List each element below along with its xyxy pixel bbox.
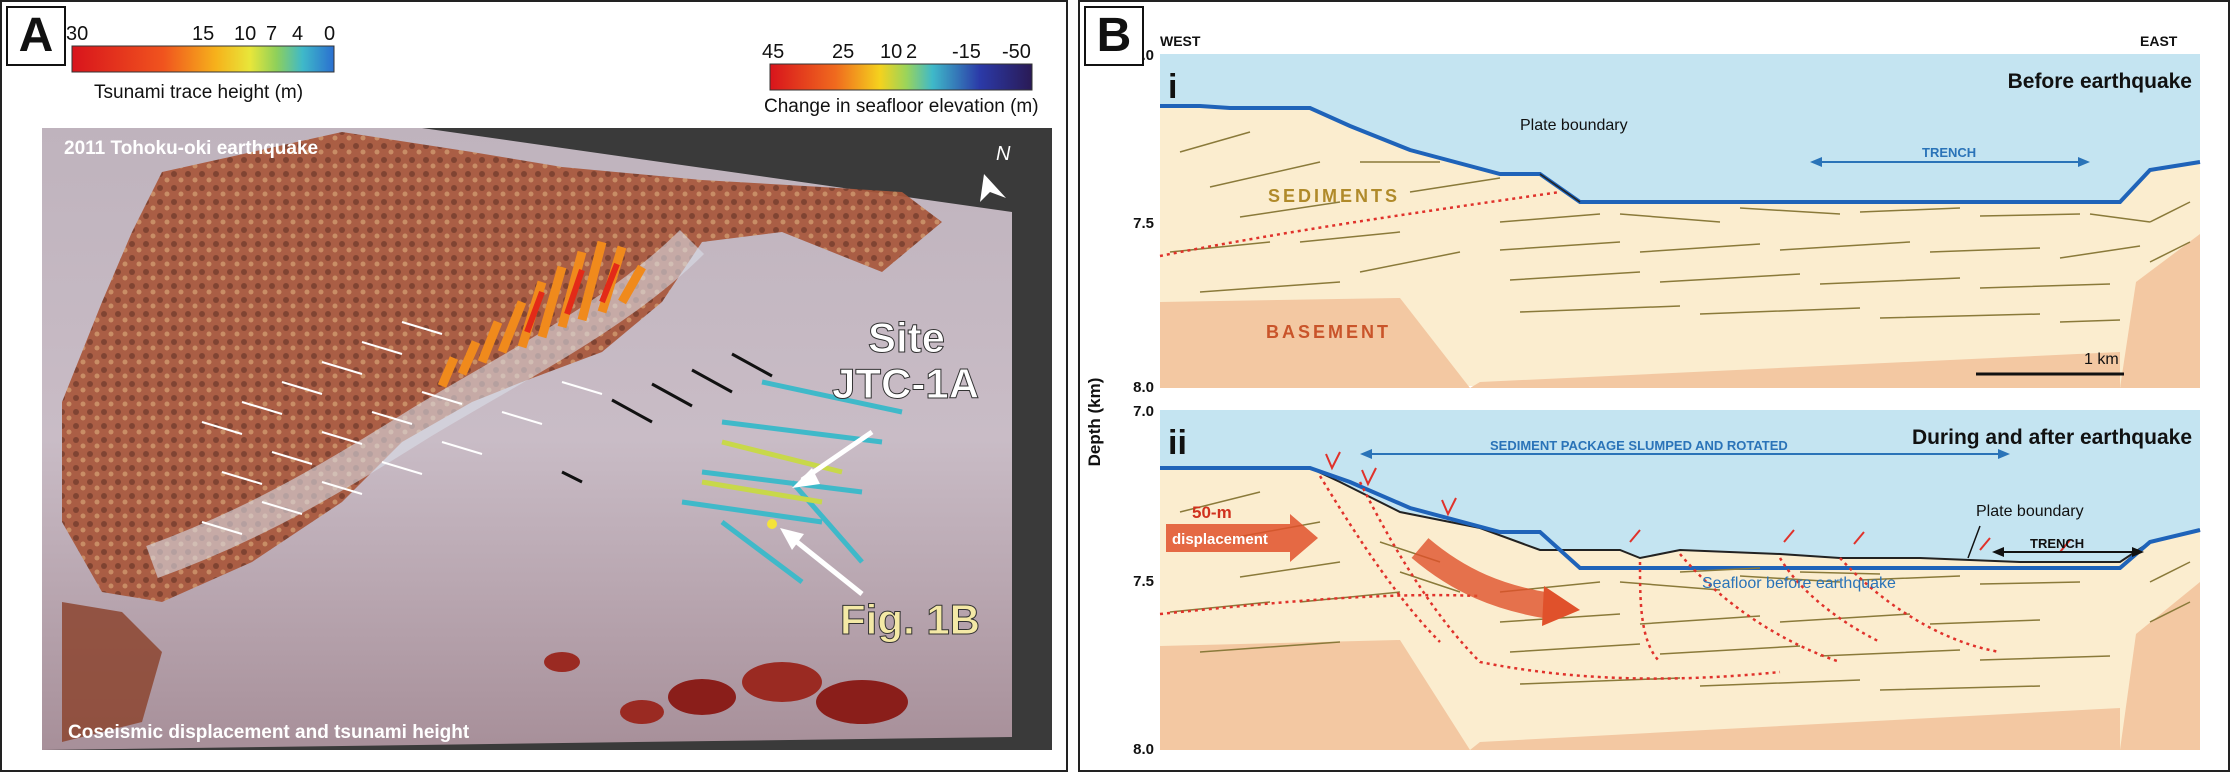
fault-tips-after — [1325, 451, 2071, 553]
sub-i-plate-boundary: Plate boundary — [1520, 117, 1628, 134]
scale-bar-label: 1 km — [2084, 351, 2119, 368]
map-caption: Coseismic displacement and tsunami heigh… — [68, 722, 470, 743]
fig-1b-label: Fig. 1B — [840, 596, 980, 643]
trench-arrow-left-ii — [1992, 547, 2004, 557]
tsunami-scale: 30 15 10 7 4 0 Tsunami trace height (m) — [66, 23, 335, 103]
panel-a-figure: 30 15 10 7 4 0 Tsunami trace height (m) … — [42, 23, 1052, 750]
fig-arrow-line — [790, 536, 864, 596]
slump-label: SEDIMENT PACKAGE SLUMPED AND ROTATED — [1490, 438, 1788, 453]
sub-i-roman: i — [1168, 68, 1177, 106]
west-label: WEST — [1160, 33, 1201, 49]
panel-a: A — [0, 0, 1068, 772]
tsunami-tick-0: 0 — [324, 23, 335, 45]
sub-ii-trench: TRENCH — [2030, 536, 2084, 551]
sub-i-y-bot: 8.0 — [1133, 379, 1154, 396]
north-arrow: N — [980, 143, 1011, 202]
callout-arrows — [780, 429, 874, 596]
sub-ii-y-mid: 7.5 — [1133, 573, 1154, 590]
displacement-label-1: 50-m — [1192, 503, 1232, 522]
panel-b: B WEST EAST Depth (km) i Before earthqua… — [1078, 0, 2230, 772]
panel-a-letter: A — [6, 6, 66, 66]
tsunami-tick-15: 15 — [192, 23, 214, 45]
sub-ii-plate-boundary: Plate boundary — [1976, 503, 2084, 520]
tsunami-tick-30: 30 — [66, 23, 88, 45]
seafloor-after — [1160, 467, 2201, 563]
trench-arrow-right-ii — [2132, 547, 2144, 557]
sub-ii-y-bot: 8.0 — [1133, 741, 1154, 758]
sub-i-y-mid: 7.5 — [1133, 215, 1154, 232]
displacement-vectors — [201, 321, 603, 535]
seafloor-tick-10: 10 — [880, 41, 902, 63]
fault-before — [1159, 190, 1561, 258]
sub-ii-y-top: 7.0 — [1133, 403, 1154, 420]
site-label-line2: JTC-1A — [832, 360, 979, 407]
slump-arrow-left — [1360, 449, 1372, 459]
seamount-4 — [620, 700, 664, 724]
tsunami-scale-label: Tsunami trace height (m) — [94, 82, 303, 103]
displacement-label-2: displacement — [1172, 531, 1268, 548]
tsunami-height-peaks — [524, 262, 620, 334]
seamount-2 — [742, 662, 822, 702]
slump-arrow-right — [1998, 449, 2010, 459]
fig-arrow-head — [780, 528, 804, 550]
seafloor-before-label: Seafloor before earthquake — [1702, 575, 1896, 592]
basement-before-right — [2120, 234, 2200, 388]
site-label-line1: Site — [868, 314, 945, 361]
basement-after-right — [2120, 582, 2200, 750]
site-marker — [767, 519, 777, 529]
seamount-5 — [544, 652, 580, 672]
seafloor-scale-bar — [769, 63, 1033, 91]
plate-boundary-tick-i — [1539, 173, 1581, 203]
sediment-layers-before — [1169, 131, 2191, 323]
section-after — [1159, 410, 2201, 750]
sediment-layers-after — [1169, 491, 2191, 691]
sub-ii-title: During and after earthquake — [1912, 426, 2192, 449]
trench-arrow-left-i — [1810, 157, 1822, 167]
tsunami-tick-4: 4 — [292, 23, 303, 45]
basement-before-bottom — [1470, 352, 2120, 388]
seamount-3 — [816, 680, 908, 724]
seamount-1 — [668, 679, 736, 715]
rotation-arrow-head — [1542, 586, 1580, 626]
basement-before-left — [1160, 298, 1470, 388]
map-title: 2011 Tohoku-oki earthquake — [64, 138, 318, 159]
north-label: N — [996, 143, 1011, 165]
plate-boundary-pointer-ii — [1967, 525, 1981, 559]
seafloor-scale-label: Change in seafloor elevation (m) — [764, 96, 1039, 117]
basement-label: BASEMENT — [1266, 322, 1391, 342]
seafloor-scale: 45 25 10 2 -15 -50 Change in seafloor el… — [762, 41, 1039, 117]
sub-i-trench: TRENCH — [1922, 145, 1976, 160]
seafloor-tick-25: 25 — [832, 41, 854, 63]
site-arrow-head — [792, 468, 820, 488]
depth-axis-label: Depth (km) — [1085, 378, 1104, 467]
section-before — [1159, 54, 2201, 388]
survey-lines-cyan — [681, 379, 903, 584]
sediments-label: SEDIMENTS — [1268, 186, 1400, 206]
seafloor-before — [1160, 104, 2201, 204]
offshore-vectors — [561, 352, 773, 484]
tsunami-tick-10: 10 — [234, 23, 256, 45]
faults-after — [1159, 475, 2001, 680]
basement-after-bottom — [1470, 708, 2120, 750]
tsunami-tick-7: 7 — [266, 23, 277, 45]
east-label: EAST — [2140, 33, 2178, 49]
rotation-arrow-body — [1411, 538, 1553, 619]
trench-arrow-right-i — [2078, 157, 2090, 167]
displacement-arrow — [1166, 514, 1318, 562]
tsunami-scale-bar — [71, 45, 335, 73]
relief-map — [42, 128, 1052, 750]
basement-after-left — [1160, 640, 1470, 750]
panel-b-letter: B — [1084, 6, 1144, 66]
continental-shelf — [146, 229, 705, 578]
seafloor-tick-45: 45 — [762, 41, 784, 63]
seafloor-tick-minus50: -50 — [1002, 41, 1031, 63]
sub-i-title: Before earthquake — [2008, 70, 2192, 93]
southern-land — [62, 602, 162, 742]
north-arrow-icon — [980, 174, 1006, 202]
sub-ii-roman: ii — [1168, 424, 1187, 462]
seafloor-tick-2: 2 — [906, 41, 917, 63]
panel-b-figure: WEST EAST Depth (km) i Before earthquake… — [1085, 33, 2201, 758]
seafloor-tick-minus15: -15 — [952, 41, 981, 63]
